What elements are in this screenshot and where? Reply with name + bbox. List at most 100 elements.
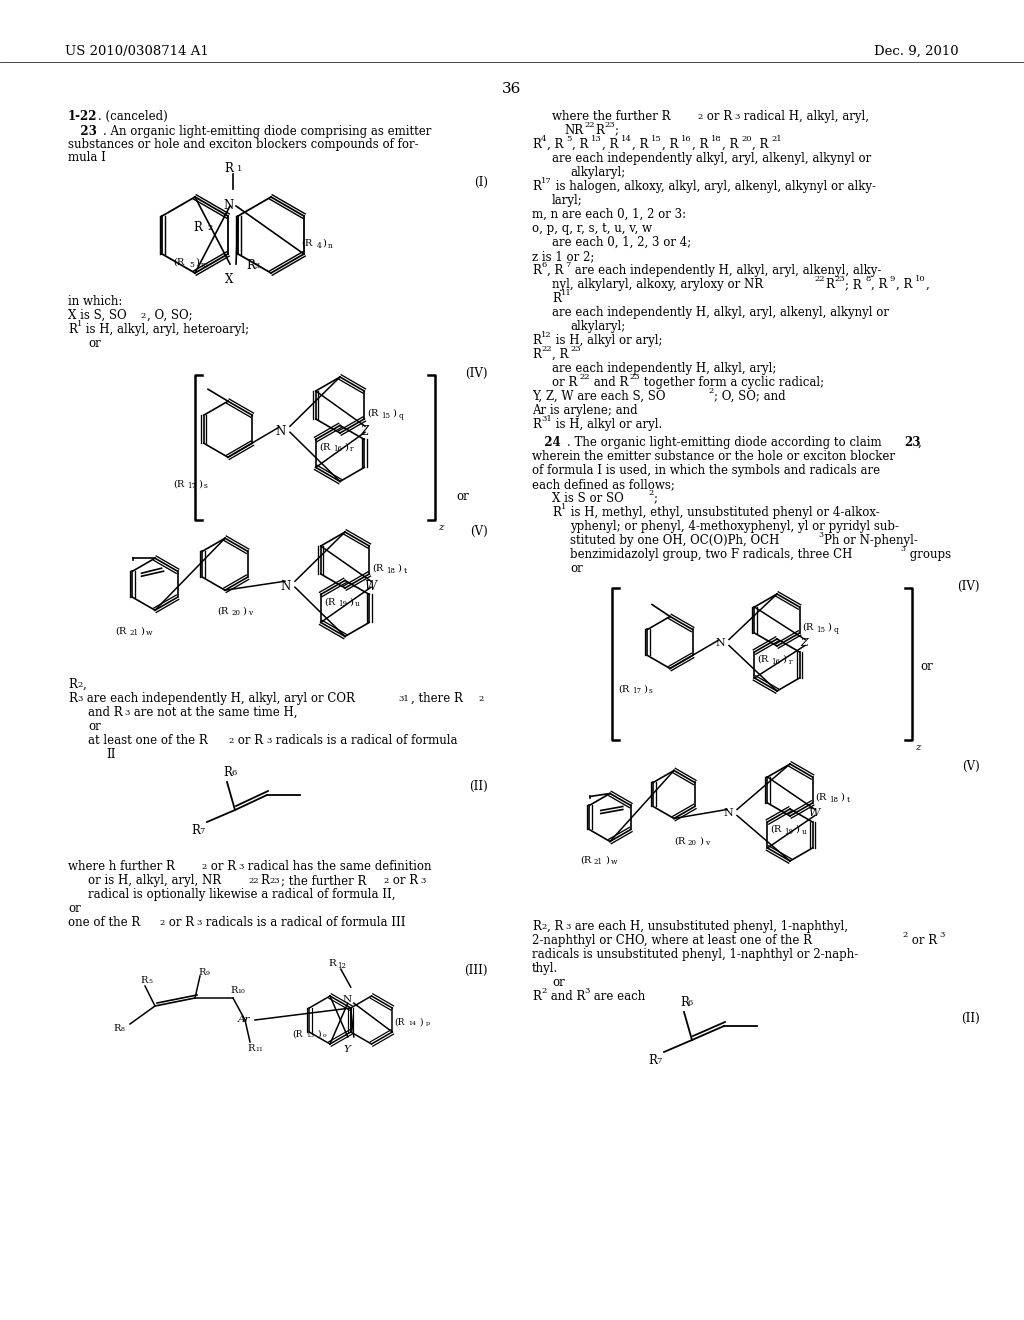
Text: 2: 2 xyxy=(902,931,907,939)
Text: radical has the same definition: radical has the same definition xyxy=(244,861,431,873)
Text: alkylaryl;: alkylaryl; xyxy=(570,319,626,333)
Text: ): ) xyxy=(392,409,396,418)
Text: 23: 23 xyxy=(834,275,845,282)
Text: and R: and R xyxy=(88,706,123,719)
Text: 2: 2 xyxy=(697,114,702,121)
Text: 10: 10 xyxy=(237,989,245,994)
Text: 19: 19 xyxy=(338,601,347,609)
Text: , R: , R xyxy=(547,264,563,277)
Text: 22: 22 xyxy=(584,121,595,129)
Text: , R: , R xyxy=(547,139,563,150)
Text: R: R xyxy=(648,1053,656,1067)
Text: (R: (R xyxy=(324,598,335,606)
Text: 22: 22 xyxy=(541,345,552,352)
Text: 2: 2 xyxy=(140,312,145,319)
Text: 3: 3 xyxy=(238,863,244,871)
Text: 2: 2 xyxy=(159,919,164,927)
Text: t: t xyxy=(403,568,407,576)
Text: nyl, alkylaryl, alkoxy, aryloxy or NR: nyl, alkylaryl, alkoxy, aryloxy or NR xyxy=(552,279,763,290)
Text: ; the further R: ; the further R xyxy=(281,874,367,887)
Text: , R: , R xyxy=(552,348,568,360)
Text: together form a cyclic radical;: together form a cyclic radical; xyxy=(640,376,824,389)
Text: R: R xyxy=(68,323,77,337)
Text: 11: 11 xyxy=(255,1047,263,1052)
Text: u: u xyxy=(354,601,359,609)
Text: , R: , R xyxy=(722,139,738,150)
Text: ; R: ; R xyxy=(845,279,861,290)
Text: w: w xyxy=(611,858,617,866)
Text: 22: 22 xyxy=(248,876,258,884)
Text: 6: 6 xyxy=(231,770,237,777)
Text: q: q xyxy=(834,626,839,634)
Text: radical H, alkyl, aryl,: radical H, alkyl, aryl, xyxy=(740,110,869,123)
Text: ;: ; xyxy=(615,124,618,137)
Text: Y: Y xyxy=(343,1045,350,1053)
Text: X: X xyxy=(225,273,233,286)
Text: 9: 9 xyxy=(206,972,210,975)
Text: X is S or SO: X is S or SO xyxy=(552,492,624,506)
Text: 2-naphthyl or CHO, where at least one of the R: 2-naphthyl or CHO, where at least one of… xyxy=(532,935,812,946)
Text: 8: 8 xyxy=(121,1027,125,1032)
Text: or: or xyxy=(920,660,933,673)
Text: are each 0, 1, 2, 3 or 4;: are each 0, 1, 2, 3 or 4; xyxy=(552,236,691,249)
Text: R: R xyxy=(532,334,541,347)
Text: v: v xyxy=(248,610,252,618)
Text: R: R xyxy=(680,997,689,1008)
Text: R: R xyxy=(532,348,541,360)
Text: radical is optionally likewise a radical of formula II,: radical is optionally likewise a radical… xyxy=(88,888,395,902)
Text: 6: 6 xyxy=(688,999,693,1007)
Text: ): ) xyxy=(317,1030,321,1039)
Text: R: R xyxy=(230,986,238,995)
Text: 18: 18 xyxy=(829,796,839,804)
Text: R: R xyxy=(68,692,77,705)
Text: benzimidazolyl group, two F radicals, three CH: benzimidazolyl group, two F radicals, th… xyxy=(570,548,852,561)
Text: q: q xyxy=(398,412,403,420)
Text: 13: 13 xyxy=(306,1034,314,1038)
Text: R: R xyxy=(532,990,541,1003)
Text: ): ) xyxy=(643,685,647,693)
Text: o, p, q, r, s, t, u, v, w: o, p, q, r, s, t, u, v, w xyxy=(532,222,652,235)
Text: n: n xyxy=(328,242,333,249)
Text: N: N xyxy=(723,808,733,818)
Text: each defined as follows;: each defined as follows; xyxy=(532,478,675,491)
Text: (R: (R xyxy=(115,626,126,635)
Text: 24: 24 xyxy=(532,436,561,449)
Text: ,: , xyxy=(918,436,922,449)
Text: , R: , R xyxy=(692,139,709,150)
Text: 23: 23 xyxy=(604,121,614,129)
Text: (R: (R xyxy=(618,685,630,693)
Text: R: R xyxy=(552,292,561,305)
Text: or: or xyxy=(570,562,583,576)
Text: R: R xyxy=(532,418,541,432)
Text: 3: 3 xyxy=(254,261,259,271)
Text: Z: Z xyxy=(800,639,808,648)
Text: 16: 16 xyxy=(771,657,780,667)
Text: , R: , R xyxy=(547,920,563,933)
Text: R: R xyxy=(247,1044,254,1053)
Text: z: z xyxy=(438,523,443,532)
Text: 6: 6 xyxy=(541,261,546,269)
Text: , R: , R xyxy=(896,279,912,290)
Text: Dec. 9, 2010: Dec. 9, 2010 xyxy=(874,45,959,58)
Text: ): ) xyxy=(242,606,246,615)
Text: radicals is unsubstituted phenyl, 1-naphthyl or 2-naph-: radicals is unsubstituted phenyl, 1-naph… xyxy=(532,948,858,961)
Text: 3: 3 xyxy=(77,696,82,704)
Text: , R: , R xyxy=(871,279,888,290)
Text: 12: 12 xyxy=(541,331,552,339)
Text: 7: 7 xyxy=(565,261,570,269)
Text: or R: or R xyxy=(389,874,418,887)
Text: 3: 3 xyxy=(266,737,271,744)
Text: thyl.: thyl. xyxy=(532,962,558,975)
Text: ): ) xyxy=(195,257,199,267)
Text: 3: 3 xyxy=(584,987,590,995)
Text: 5: 5 xyxy=(566,135,571,143)
Text: or: or xyxy=(68,902,81,915)
Text: (R: (R xyxy=(758,655,769,664)
Text: or is H, alkyl, aryl, NR: or is H, alkyl, aryl, NR xyxy=(88,874,221,887)
Text: (R: (R xyxy=(301,239,312,248)
Text: radicals is a radical of formula: radicals is a radical of formula xyxy=(272,734,458,747)
Text: 15: 15 xyxy=(816,626,825,634)
Text: 23: 23 xyxy=(629,374,640,381)
Text: , R: , R xyxy=(662,139,678,150)
Text: (R: (R xyxy=(373,564,384,573)
